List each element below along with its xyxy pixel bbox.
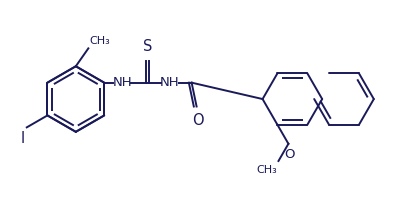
Text: CH₃: CH₃ bbox=[257, 165, 277, 175]
Text: NH: NH bbox=[160, 76, 179, 89]
Text: O: O bbox=[284, 148, 295, 161]
Text: NH: NH bbox=[112, 76, 132, 89]
Text: I: I bbox=[21, 131, 25, 146]
Text: O: O bbox=[192, 113, 203, 128]
Text: S: S bbox=[143, 39, 152, 54]
Text: CH₃: CH₃ bbox=[89, 36, 110, 46]
